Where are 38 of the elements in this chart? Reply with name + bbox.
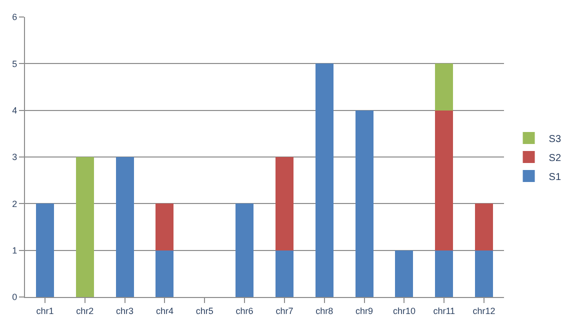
legend-label: S3 xyxy=(548,134,562,145)
y-tick-label: 3 xyxy=(12,152,18,162)
legend-label: S2 xyxy=(548,152,562,164)
x-tick-label: chr5 xyxy=(196,306,214,316)
y-tick-label: 6 xyxy=(12,12,18,22)
bar xyxy=(275,157,294,250)
bar xyxy=(116,157,134,297)
bar xyxy=(236,204,254,297)
bar xyxy=(275,250,294,297)
bar xyxy=(435,64,454,110)
x-tick-label: chr1 xyxy=(36,306,54,316)
y-tick-label: 1 xyxy=(12,245,18,256)
x-tick-label: chr10 xyxy=(392,306,416,316)
bar xyxy=(475,204,494,250)
bar xyxy=(76,157,94,297)
y-tick-label: 0 xyxy=(12,292,18,302)
x-tick-label: chr12 xyxy=(472,306,496,316)
x-tick-label: chr9 xyxy=(356,306,374,316)
x-tick-label: chr11 xyxy=(433,306,456,316)
bar xyxy=(475,250,494,297)
bar xyxy=(435,110,454,250)
bar xyxy=(315,64,334,297)
y-tick-label: 2 xyxy=(12,198,18,209)
bar xyxy=(395,250,414,297)
y-tick-label: 4 xyxy=(12,105,18,116)
x-tick-label: chr6 xyxy=(236,306,254,316)
x-tick-label: chr8 xyxy=(316,306,334,316)
x-tick-label: chr2 xyxy=(76,306,94,316)
legend-label: S1 xyxy=(548,172,562,183)
bar xyxy=(355,110,374,297)
bar xyxy=(36,204,54,297)
bar xyxy=(156,250,174,297)
x-tick-label: chr4 xyxy=(156,306,174,316)
bar xyxy=(156,204,174,250)
x-tick-label: chr3 xyxy=(116,306,134,316)
bar xyxy=(435,250,454,297)
y-tick-label: 5 xyxy=(12,58,18,69)
x-tick-label: chr7 xyxy=(276,306,294,316)
